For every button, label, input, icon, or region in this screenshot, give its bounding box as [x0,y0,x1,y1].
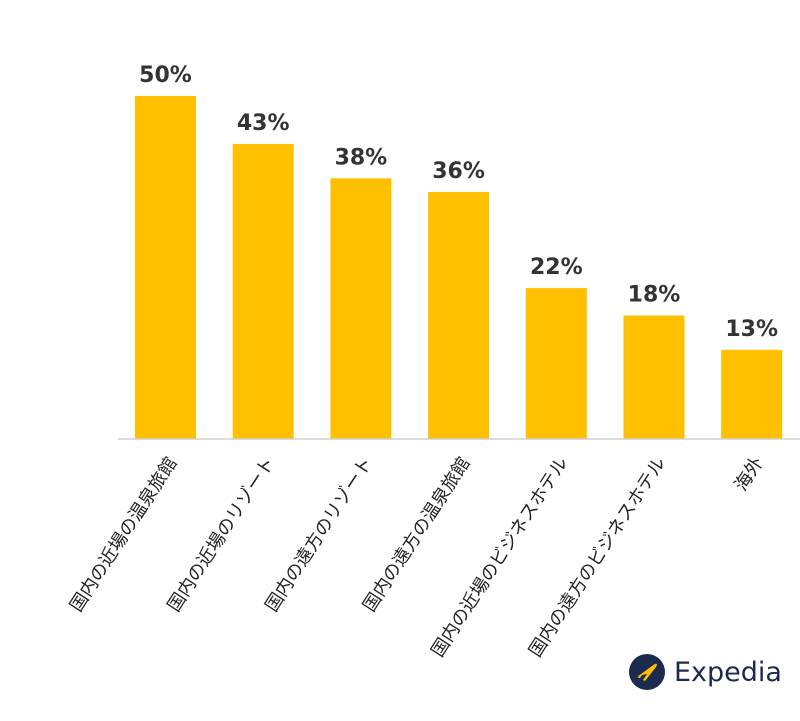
data-label: 50% [139,63,192,88]
data-label: 38% [335,145,388,170]
bar [721,349,783,439]
category-label: 国内の近場のリゾート [164,453,280,615]
data-label: 36% [432,159,485,184]
data-label: 18% [628,283,681,308]
value-labels: 50% 43% 38% 36% 22% 18% 13% [139,63,778,342]
logo-text: Expedia [674,656,782,688]
category-label: 国内の遠方の温泉旅館 [359,453,475,615]
bar [330,178,392,439]
bar [428,192,490,439]
airplane-icon [629,654,665,690]
category-labels: 国内の近場の温泉旅館国内の近場のリゾート国内の遠方のリゾート国内の遠方の温泉旅館… [66,453,768,661]
bar [232,144,294,439]
expedia-logo: Expedia [628,652,782,692]
category-label: 国内の近場の温泉旅館 [66,453,182,615]
category-label: 海外 [731,453,768,495]
bars [135,96,783,439]
bar [525,288,587,439]
data-label: 13% [725,317,778,342]
bar [135,96,196,439]
category-label: 国内の遠方のリゾート [261,453,377,615]
data-label: 43% [237,111,290,136]
data-label: 22% [530,255,583,280]
bar [623,315,685,439]
